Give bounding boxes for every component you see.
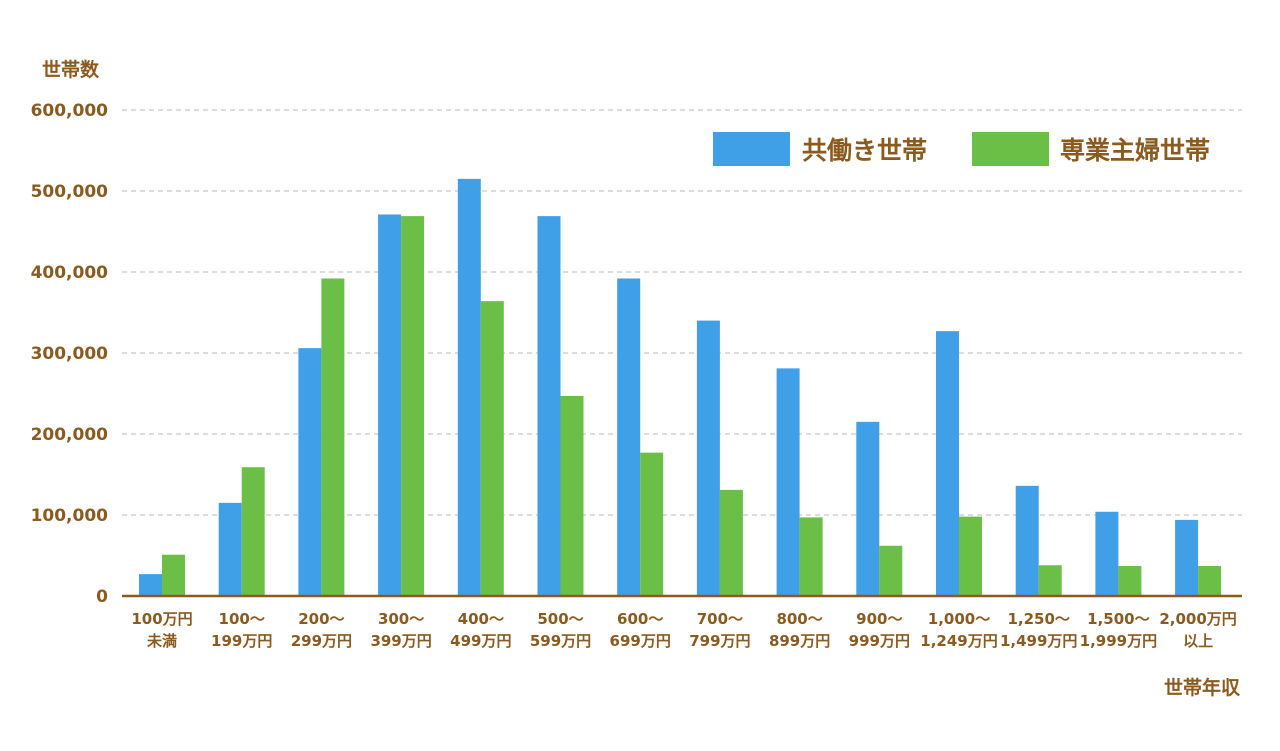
x-tick-label: 199万円 — [211, 632, 272, 650]
x-tick-label: 200〜 — [298, 610, 344, 628]
bars — [139, 178, 1222, 597]
bar-dual-income — [457, 178, 481, 596]
x-tick-label: 699万円 — [610, 632, 671, 650]
y-tick-label: 0 — [96, 587, 108, 607]
gridlines — [122, 109, 1242, 516]
x-tick-label: 799万円 — [689, 632, 750, 650]
legend-swatch — [713, 132, 790, 166]
x-tick-label: 300〜 — [378, 610, 424, 628]
x-tick-label: 299万円 — [291, 632, 352, 650]
bar-single-income — [959, 516, 982, 596]
x-tick-label: 1,999万円 — [1080, 632, 1157, 650]
x-tick-label: 100万円 — [131, 610, 192, 628]
bar-dual-income — [1095, 511, 1119, 596]
y-tick-label: 100,000 — [31, 506, 109, 526]
x-tick-label: 600〜 — [617, 610, 663, 628]
bar-single-income — [401, 216, 425, 597]
bar-dual-income — [139, 574, 162, 596]
x-tick-label: 以上 — [1183, 632, 1213, 650]
x-tick-label: 499万円 — [450, 632, 511, 650]
y-tick-label: 200,000 — [31, 425, 109, 445]
x-tick-label: 1,250〜 — [1007, 610, 1069, 628]
bar-single-income — [719, 489, 743, 596]
x-tick-label: 399万円 — [370, 632, 431, 650]
bar-dual-income — [378, 214, 402, 597]
y-tick-label: 500,000 — [31, 182, 109, 202]
x-tick-label: 899万円 — [769, 632, 830, 650]
legend-label: 専業主婦世帯 — [1060, 136, 1210, 165]
x-tick-label: 800〜 — [776, 610, 822, 628]
bar-single-income — [162, 554, 185, 596]
x-tick-label: 500〜 — [537, 610, 583, 628]
y-tick-label: 600,000 — [31, 101, 109, 121]
x-tick-label: 999万円 — [849, 632, 910, 650]
bar-single-income — [879, 545, 903, 596]
x-tick-label: 900〜 — [856, 610, 902, 628]
bar-dual-income — [537, 216, 561, 597]
legend: 共働き世帯 専業主婦世帯 — [713, 132, 1210, 166]
bar-single-income — [321, 278, 345, 596]
bar-dual-income — [1175, 519, 1199, 596]
bar-dual-income — [696, 320, 720, 596]
x-tick-label: 400〜 — [458, 610, 504, 628]
x-tick-label: 1,000〜 — [928, 610, 990, 628]
bar-single-income — [1198, 566, 1222, 596]
bar-single-income — [480, 301, 504, 596]
x-tick-label: 1,249万円 — [920, 632, 997, 650]
bar-dual-income — [617, 278, 641, 596]
x-tick-label: 2,000万円 — [1159, 610, 1236, 628]
x-tick-label: 100〜 — [219, 610, 265, 628]
bar-dual-income — [218, 502, 242, 596]
bar-single-income — [560, 395, 584, 596]
y-tick-label: 300,000 — [31, 344, 109, 364]
bar-single-income — [640, 452, 664, 596]
y-axis-title: 世帯数 — [42, 58, 100, 81]
bar-dual-income — [936, 331, 959, 596]
x-tick-label: 1,499万円 — [1000, 632, 1077, 650]
bar-dual-income — [856, 421, 880, 596]
x-tick-label: 1,500〜 — [1087, 610, 1149, 628]
bar-single-income — [241, 467, 265, 596]
x-axis-title: 世帯年収 — [1164, 676, 1241, 699]
y-axis-ticks: 0 100,000 200,000 300,000 400,000 500,000 600,… — [31, 101, 109, 607]
bar-dual-income — [776, 368, 800, 596]
bar-single-income — [799, 517, 823, 596]
x-tick-label: 700〜 — [697, 610, 743, 628]
y-tick-label: 400,000 — [31, 263, 109, 283]
legend-label: 共働き世帯 — [802, 136, 927, 165]
bar-single-income — [1038, 565, 1062, 596]
legend-swatch — [972, 132, 1049, 166]
x-tick-label: 未満 — [146, 632, 177, 650]
bar-dual-income — [1015, 485, 1039, 596]
bar-dual-income — [298, 348, 322, 596]
x-tick-label: 599万円 — [530, 632, 591, 650]
bar-single-income — [1118, 566, 1142, 596]
